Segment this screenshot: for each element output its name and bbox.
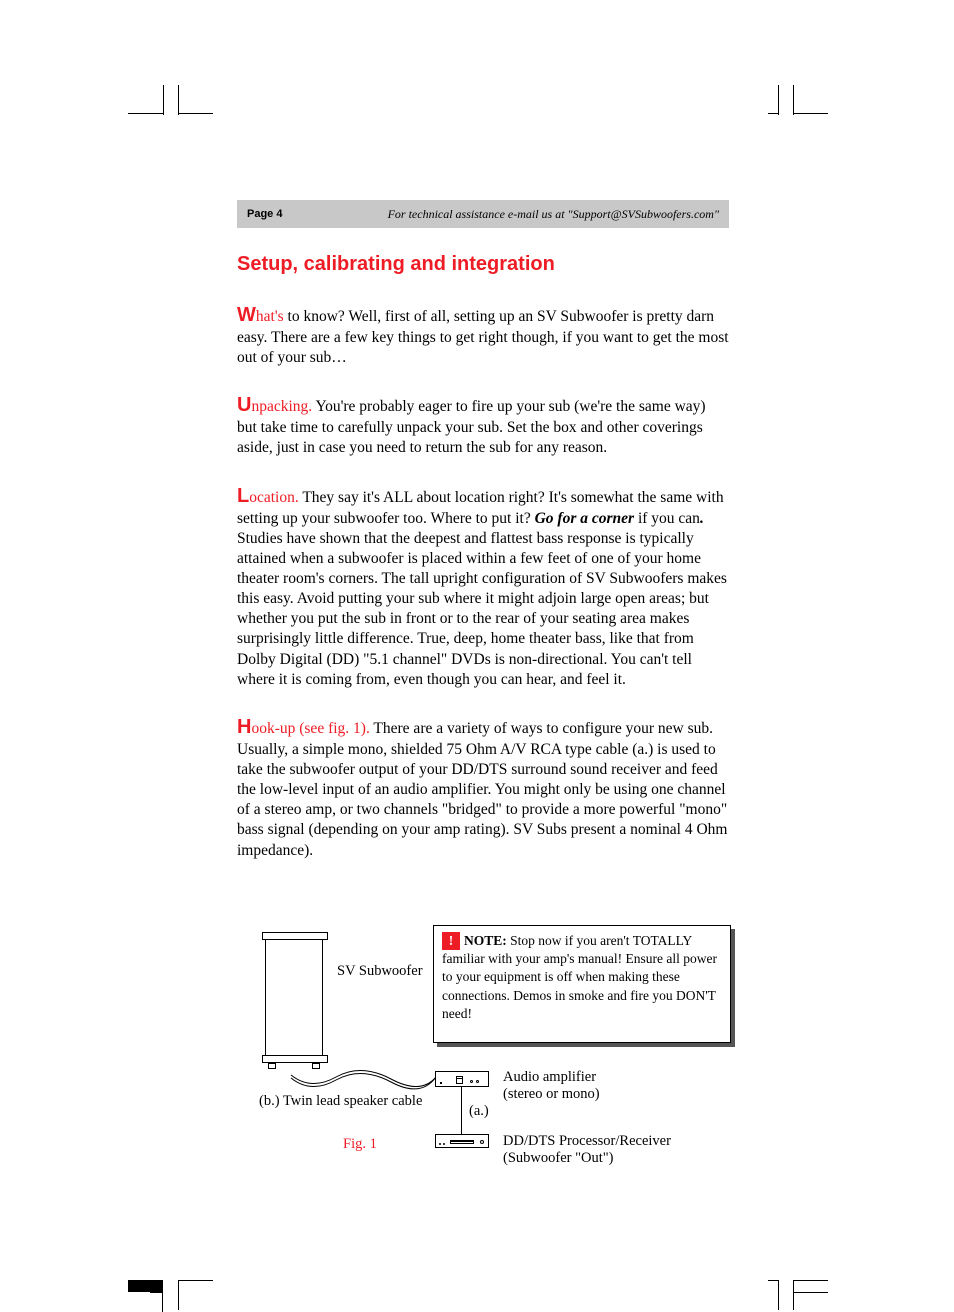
note-box: !NOTE: Stop now if you aren't TOTALLY fa… — [433, 925, 731, 1043]
figure-label: Fig. 1 — [343, 1136, 377, 1153]
page-number: Page 4 — [247, 208, 282, 220]
crop-mark — [778, 1280, 779, 1310]
twin-lead-label: (b.) Twin lead speaker cable — [259, 1093, 422, 1110]
crop-mark — [178, 1280, 179, 1310]
emphasis-text: . — [700, 510, 704, 527]
crop-mark — [793, 85, 794, 115]
emphasis-text: Go for a corner — [535, 510, 634, 527]
crop-mark — [793, 1292, 828, 1293]
crop-mark — [793, 113, 828, 114]
speaker-cable-curve — [261, 1063, 441, 1093]
body-text: if you can — [634, 510, 700, 527]
page-content: Setup, calibrating and integration What'… — [237, 253, 729, 861]
warning-icon: ! — [442, 932, 460, 950]
dropcap: H — [237, 716, 251, 738]
crop-mark — [178, 85, 179, 115]
dropcap: L — [237, 485, 249, 507]
crop-mark — [768, 113, 778, 114]
paragraph-unpacking: Unpacking. You're probably eager to fire… — [237, 392, 729, 458]
paragraph-intro: What's to know? Well, first of all, sett… — [237, 302, 729, 368]
cable-a-line — [461, 1087, 462, 1134]
body-text: Studies have shown that the deepest and … — [237, 530, 727, 688]
amplifier-label: Audio amplifier (stereo or mono) — [503, 1069, 600, 1104]
amplifier-icon — [435, 1071, 489, 1087]
paragraph-location: Location. They say it's ALL about locati… — [237, 483, 729, 690]
crop-mark — [793, 1280, 794, 1310]
crop-mark — [778, 85, 779, 115]
lead-text: ook-up (see fig. 1). — [251, 720, 369, 737]
note-label: NOTE: — [464, 933, 507, 948]
cable-a-label: (a.) — [469, 1103, 489, 1120]
crop-mark — [178, 113, 213, 114]
header-support-text: For technical assistance e-mail us at "S… — [388, 207, 719, 222]
page-header: Page 4 For technical assistance e-mail u… — [237, 200, 729, 228]
crop-mark — [128, 113, 163, 114]
lead-text: ocation. — [249, 489, 299, 506]
crop-mark — [768, 1280, 778, 1281]
subwoofer-icon — [265, 935, 323, 1060]
crop-mark — [163, 85, 164, 115]
sub-cap — [262, 932, 328, 940]
body-text: to know? Well, first of all, setting up … — [237, 308, 729, 366]
sub-base — [262, 1055, 328, 1063]
hookup-diagram: SV Subwoofer !NOTE: Stop now if you aren… — [237, 923, 729, 1203]
processor-icon — [435, 1134, 489, 1148]
crop-mark — [793, 1280, 828, 1281]
lead-text: npacking. — [251, 398, 312, 415]
crop-mark — [128, 1280, 163, 1292]
body-text: There are a variety of ways to configure… — [237, 720, 727, 859]
dropcap: W — [237, 304, 256, 326]
section-title: Setup, calibrating and integration — [237, 253, 729, 276]
crop-mark — [150, 1292, 163, 1312]
processor-label: DD/DTS Processor/Receiver (Subwoofer "Ou… — [503, 1133, 671, 1168]
crop-mark — [178, 1280, 213, 1281]
subwoofer-label: SV Subwoofer — [337, 963, 423, 980]
paragraph-hookup: Hook-up (see fig. 1). There are a variet… — [237, 714, 729, 861]
dropcap: U — [237, 394, 251, 416]
lead-text: hat's — [256, 308, 284, 325]
